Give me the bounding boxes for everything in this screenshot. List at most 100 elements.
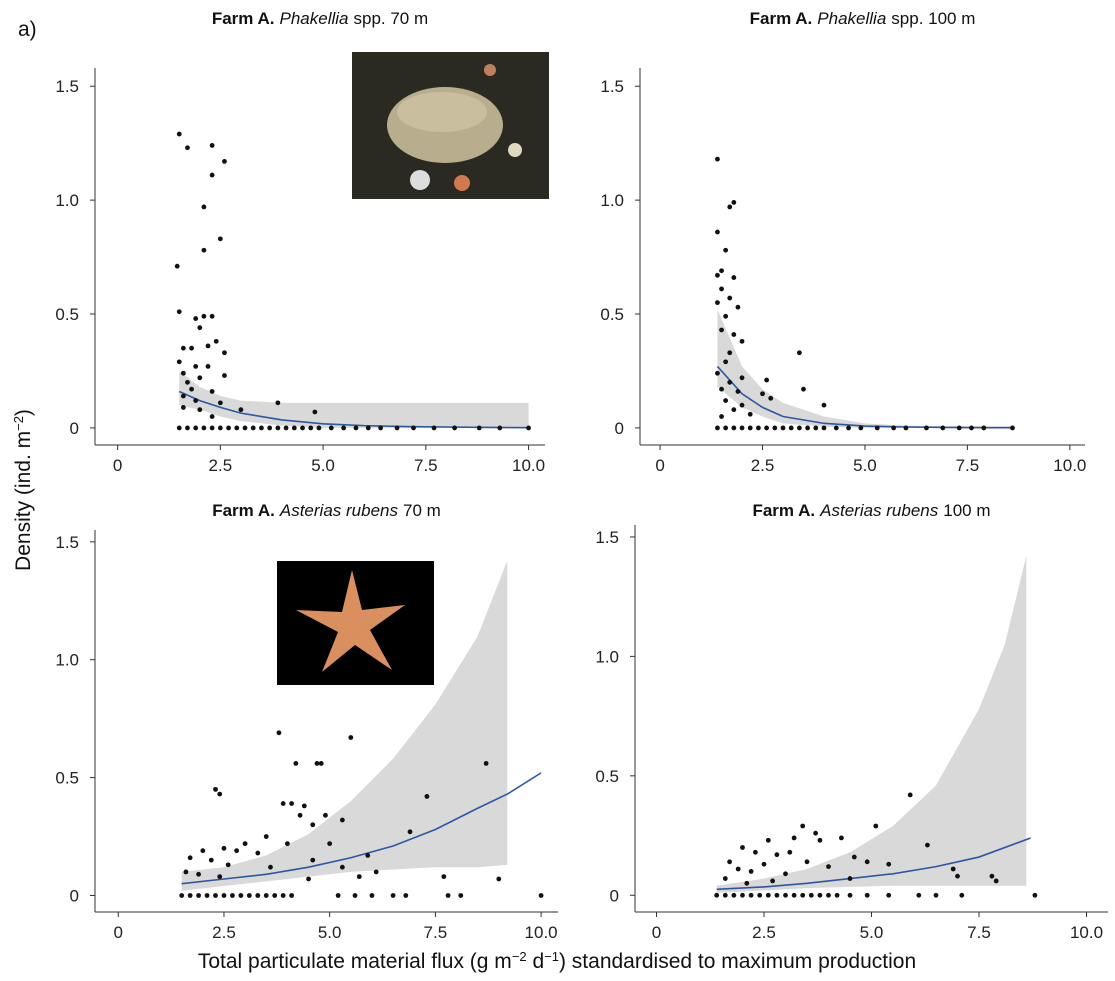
panel-label: a): [18, 18, 37, 41]
data-point: [715, 370, 720, 376]
data-point: [318, 761, 324, 766]
data-point: [327, 841, 333, 847]
x-tick-label: 2.5: [751, 456, 775, 475]
data-point: [959, 892, 965, 898]
data-point: [193, 425, 199, 431]
x-tick-label: 10.0: [512, 456, 545, 475]
data-point: [774, 892, 780, 898]
data-point: [981, 425, 987, 431]
fit-line: [716, 365, 1013, 429]
data-point: [246, 893, 252, 898]
x-tick-label: 0: [114, 923, 123, 942]
data-point: [200, 848, 206, 854]
data-point: [723, 398, 729, 403]
data-point: [403, 893, 409, 898]
data-point: [538, 893, 544, 898]
data-point: [714, 892, 720, 898]
data-point: [268, 864, 273, 870]
title-part: Phakellia: [817, 9, 886, 28]
y-tick-label: 1.0: [55, 651, 79, 670]
data-point: [834, 892, 840, 898]
data-point: [213, 338, 219, 344]
y-tick-label: 0: [615, 419, 624, 438]
data-point: [310, 857, 316, 863]
data-point: [197, 325, 203, 331]
confidence-band: [716, 556, 1027, 893]
data-point: [176, 425, 182, 431]
data-point: [719, 268, 724, 274]
data-point: [851, 854, 857, 860]
data-point: [185, 425, 190, 431]
data-point: [373, 869, 379, 875]
data-point: [715, 156, 720, 162]
data-point: [496, 876, 502, 882]
data-point: [411, 425, 416, 431]
data-point: [800, 892, 806, 898]
data-point: [723, 359, 729, 365]
x-tick-label: 0: [113, 456, 122, 475]
data-point: [719, 286, 724, 292]
data-point: [833, 425, 839, 431]
data-point: [291, 425, 297, 431]
x-tick-label: 0: [655, 456, 664, 475]
data-point: [735, 304, 741, 310]
data-point: [217, 400, 223, 406]
fit-line: [716, 837, 1031, 891]
data-point: [221, 845, 227, 851]
data-point: [764, 377, 770, 383]
data-point: [826, 892, 831, 898]
data-point: [765, 892, 771, 898]
x-label-text: ) standardised to maximum production: [559, 950, 916, 973]
data-point: [796, 425, 802, 431]
data-point: [744, 880, 750, 886]
y-tick-label: 0.5: [600, 305, 624, 324]
data-point: [323, 812, 328, 818]
x-tick-label: 2.5: [212, 923, 236, 942]
data-point: [197, 375, 203, 381]
data-point: [864, 892, 870, 898]
x-tick-label: 7.5: [967, 923, 991, 942]
data-point: [805, 425, 810, 431]
data-point: [196, 893, 201, 898]
data-point: [783, 871, 788, 877]
data-point: [847, 876, 853, 881]
data-point: [731, 892, 737, 898]
x-label-sup: −1: [544, 949, 559, 964]
data-point: [739, 425, 745, 431]
panel: Farm A. Asterias rubens 70 m 0 0.5 1.0 1.5 0 2.5…: [55, 501, 558, 942]
x-tick-label: 10.0: [525, 923, 558, 942]
data-point: [369, 893, 375, 898]
data-point: [764, 425, 770, 431]
data-point: [891, 425, 897, 431]
data-point: [221, 893, 227, 898]
data-point: [289, 801, 295, 806]
y-tick-label: 1.0: [595, 647, 619, 666]
data-point: [916, 892, 922, 898]
data-point: [189, 386, 194, 392]
data-point: [476, 425, 482, 431]
data-point: [753, 849, 758, 855]
data-point: [801, 386, 806, 392]
x-label-text: Total particulate material flux (g m: [198, 950, 512, 973]
y-tick-label: 0: [610, 886, 619, 905]
y-tick-label: 0.5: [595, 767, 619, 786]
data-point: [201, 425, 207, 431]
data-point: [204, 893, 210, 898]
y-tick-label: 0.5: [55, 769, 79, 788]
data-point: [276, 730, 282, 736]
y-tick-label: 0: [70, 419, 79, 438]
data-point: [213, 893, 218, 898]
data-point: [189, 345, 194, 351]
data-point: [293, 761, 299, 766]
data-point: [788, 425, 794, 431]
data-point: [230, 893, 235, 898]
data-point: [886, 892, 892, 898]
data-point: [1010, 425, 1015, 431]
data-point: [796, 350, 802, 356]
data-point: [328, 425, 334, 431]
data-point: [431, 425, 437, 431]
data-point: [497, 425, 503, 431]
x-tick-label: 2.5: [209, 456, 233, 475]
data-point: [356, 874, 362, 880]
data-point: [250, 425, 256, 431]
